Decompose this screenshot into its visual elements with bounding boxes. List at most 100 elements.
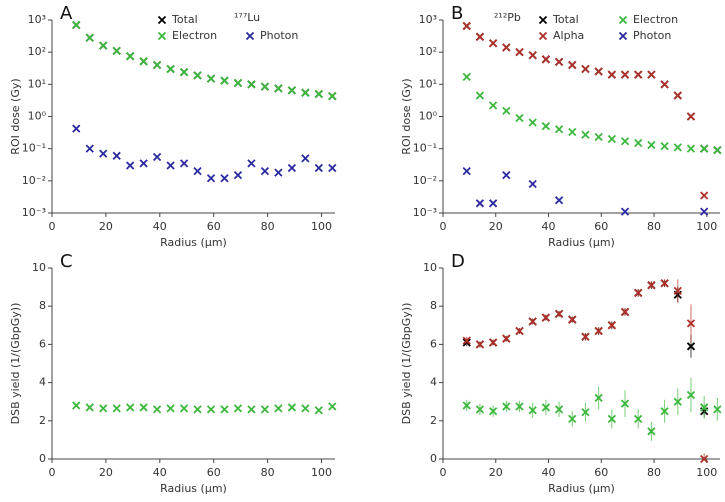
y-axis-label: DSB yield (1/(GbpGy)) xyxy=(400,303,413,425)
marker xyxy=(700,207,709,216)
y-tick-label: 6 xyxy=(39,337,46,350)
marker xyxy=(247,159,256,168)
x-axis-label: Radius (µm) xyxy=(548,236,615,249)
y-tick-label: 2 xyxy=(39,414,46,427)
marker xyxy=(152,405,162,414)
marker xyxy=(634,414,643,424)
marker xyxy=(541,122,551,131)
marker xyxy=(274,168,283,177)
x-tick-label: 0 xyxy=(440,220,447,233)
marker xyxy=(247,80,256,89)
x-tick-label: 20 xyxy=(489,220,503,233)
marker xyxy=(72,124,81,133)
legend-label: Electron xyxy=(633,13,678,26)
marker xyxy=(528,51,537,60)
isotope-label: ²¹²Pb xyxy=(494,11,521,24)
marker xyxy=(301,154,310,163)
marker xyxy=(139,159,148,168)
panel-label: B xyxy=(451,3,463,24)
marker xyxy=(112,151,121,160)
x-tick-label: 80 xyxy=(261,220,275,233)
marker xyxy=(85,144,94,153)
y-tick-label: 10⁻³ xyxy=(413,206,437,219)
marker xyxy=(220,405,229,414)
marker xyxy=(554,405,564,414)
legend-label: Alpha xyxy=(553,29,584,42)
marker xyxy=(686,342,696,351)
marker xyxy=(502,402,511,411)
x-tick-label: 60 xyxy=(207,466,221,479)
y-axis-label: DSB yield (1/(GbpGy)) xyxy=(9,303,22,425)
marker xyxy=(220,174,229,183)
marker xyxy=(686,319,696,328)
marker xyxy=(634,70,643,79)
marker xyxy=(475,91,485,100)
marker xyxy=(328,402,337,411)
y-tick-label: 10⁰ xyxy=(28,110,47,123)
marker xyxy=(673,397,682,406)
marker xyxy=(581,130,590,139)
y-axis-label: ROI dose (Gy) xyxy=(9,78,22,154)
y-tick-label: 4 xyxy=(430,376,437,389)
marker xyxy=(502,43,511,52)
x-tick-label: 80 xyxy=(261,466,275,479)
marker xyxy=(328,91,337,101)
y-tick-label: 10² xyxy=(419,45,437,58)
marker xyxy=(686,144,696,153)
marker xyxy=(99,404,108,413)
marker xyxy=(220,76,229,85)
marker xyxy=(488,39,498,48)
y-tick-label: 0 xyxy=(430,452,437,465)
marker xyxy=(462,21,471,31)
x-tick-label: 40 xyxy=(153,220,167,233)
marker xyxy=(260,405,270,414)
marker xyxy=(568,127,577,137)
legend-label: Photon xyxy=(260,29,298,42)
x-tick-label: 80 xyxy=(647,220,661,233)
y-tick-label: 10² xyxy=(28,45,46,58)
marker xyxy=(581,332,590,341)
legend-marker xyxy=(538,15,548,25)
marker xyxy=(528,118,537,127)
marker xyxy=(568,315,577,324)
x-tick-label: 40 xyxy=(542,466,556,479)
marker xyxy=(475,32,485,41)
marker xyxy=(502,106,511,115)
marker xyxy=(647,70,656,79)
marker xyxy=(686,112,696,121)
marker xyxy=(554,309,564,318)
marker xyxy=(314,89,323,99)
marker xyxy=(515,113,524,123)
marker xyxy=(462,336,471,345)
marker xyxy=(528,406,537,415)
marker xyxy=(647,140,656,150)
marker xyxy=(594,67,603,76)
marker xyxy=(287,163,297,173)
marker xyxy=(620,137,630,146)
marker xyxy=(581,64,590,74)
marker xyxy=(568,414,577,424)
x-tick-label: 100 xyxy=(696,466,717,479)
marker xyxy=(85,403,94,412)
marker xyxy=(502,171,511,180)
marker xyxy=(673,286,682,296)
marker xyxy=(515,326,524,336)
marker xyxy=(126,52,135,61)
x-tick-label: 60 xyxy=(594,466,608,479)
marker xyxy=(462,167,471,176)
x-axis-label: Radius (µm) xyxy=(548,482,615,495)
marker xyxy=(515,48,524,57)
marker xyxy=(541,403,551,412)
marker xyxy=(634,288,643,297)
legend-label: Total xyxy=(552,13,579,26)
marker xyxy=(193,167,202,176)
y-tick-label: 2 xyxy=(430,414,437,427)
y-tick-label: 10⁻² xyxy=(22,174,46,187)
marker xyxy=(607,134,616,144)
legend-marker xyxy=(618,15,628,25)
marker xyxy=(193,71,202,80)
marker xyxy=(72,401,81,410)
marker xyxy=(620,307,630,317)
marker xyxy=(594,393,603,403)
